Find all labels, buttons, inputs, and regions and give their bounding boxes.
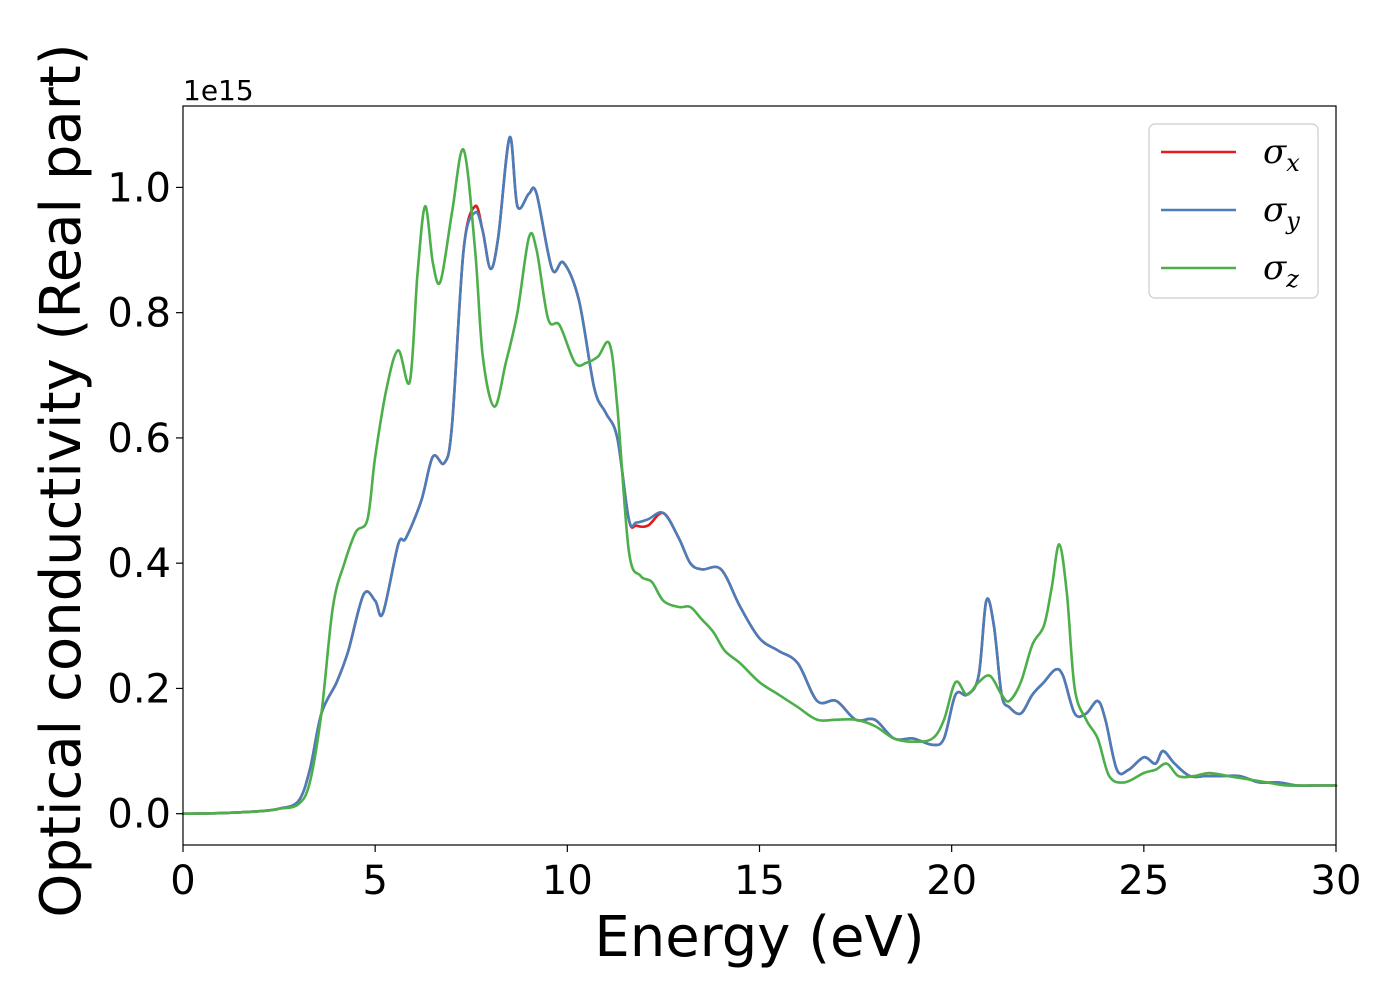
x-axis: 0 5 10 15 20 25 30: [170, 845, 1361, 904]
legend-label-y: σy: [1263, 190, 1300, 235]
x-tick-label: 25: [1118, 858, 1169, 904]
series-layer: [181, 135, 1338, 815]
y-tick-label: 0.4: [107, 541, 171, 587]
x-axis-label: Energy (eV): [594, 905, 924, 970]
x-tick-label: 10: [542, 858, 593, 904]
y-axis: 0.0 0.2 0.4 0.6 0.8 1.0: [107, 165, 183, 838]
legend-label-z: σz: [1263, 248, 1299, 293]
x-tick-label: 15: [734, 858, 785, 904]
x-tick-label: 30: [1311, 858, 1362, 904]
y-axis-label: Optical conductivity (Real part): [29, 43, 94, 917]
series-line-z: [181, 148, 1338, 815]
y-tick-label: 0.8: [107, 291, 171, 337]
y-offset-text: 1e15: [183, 74, 254, 107]
series-line-y: [181, 135, 1338, 815]
x-tick-label: 20: [926, 858, 977, 904]
y-tick-label: 1.0: [107, 165, 171, 211]
legend: σx σy σz: [1148, 123, 1319, 299]
y-tick-label: 0.0: [107, 792, 171, 838]
y-tick-label: 0.2: [107, 666, 171, 712]
x-tick-label: 5: [362, 858, 387, 904]
legend-label-x: σx: [1263, 132, 1300, 177]
y-tick-label: 0.6: [107, 416, 171, 462]
x-tick-label: 0: [170, 858, 195, 904]
